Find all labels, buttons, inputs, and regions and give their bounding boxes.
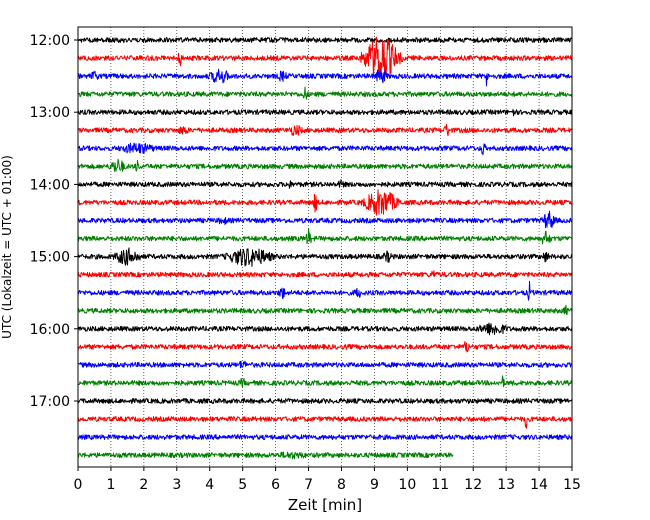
seismogram-traces	[77, 36, 573, 460]
y-axis-label: UTC (Lokalzeit = UTC + 01:00)	[0, 155, 14, 339]
trace-1330	[77, 142, 573, 156]
trace-1245	[77, 86, 573, 100]
trace-1445	[77, 228, 573, 245]
x-tick-label-11: 11	[431, 477, 449, 493]
x-tick-label-6: 6	[271, 477, 280, 493]
x-tick-label-10: 10	[398, 477, 416, 493]
x-tick-label-0: 0	[74, 477, 83, 493]
x-axis-label: Zeit [min]	[288, 496, 362, 514]
y-tick-label-1500: 15:00	[30, 250, 70, 266]
x-tick-label-5: 5	[238, 477, 247, 493]
trace-1315	[77, 123, 573, 137]
x-tick-label-15: 15	[563, 477, 581, 493]
x-tick-label-8: 8	[337, 477, 346, 493]
x-tick-label-1: 1	[106, 477, 115, 493]
trace-1415	[77, 189, 573, 216]
x-tick-label-9: 9	[370, 477, 379, 493]
plot-frame	[77, 26, 573, 468]
trace-1200	[77, 37, 573, 43]
y-tick-label-1400: 14:00	[30, 177, 70, 193]
x-tick-label-3: 3	[172, 477, 181, 493]
trace-1530	[77, 280, 573, 301]
trace-1300	[77, 108, 573, 117]
x-tick-label-12: 12	[464, 477, 482, 493]
trace-1345	[77, 158, 573, 172]
trace-1645	[77, 375, 573, 388]
x-tick-label-2: 2	[139, 477, 148, 493]
trace-1230	[77, 68, 573, 87]
y-tick-label-1700: 17:00	[30, 394, 70, 410]
trace-1630	[77, 360, 573, 369]
x-tick-label-4: 4	[205, 477, 214, 493]
trace-1600	[77, 322, 573, 336]
x-tick-label-7: 7	[304, 477, 313, 493]
trace-1700	[77, 398, 573, 404]
trace-1545	[77, 304, 573, 316]
trace-1730	[77, 434, 573, 440]
y-tick-label-1300: 13:00	[30, 105, 70, 121]
trace-1745	[77, 451, 454, 460]
x-tick-label-13: 13	[497, 477, 515, 493]
vertical-grid-lines	[110, 27, 540, 467]
trace-1500	[77, 247, 573, 267]
trace-1430	[77, 210, 573, 229]
trace-1715	[77, 416, 573, 429]
trace-1615	[77, 341, 573, 353]
x-tick-label-14: 14	[530, 477, 548, 493]
trace-1400	[77, 179, 573, 189]
y-axis-ticks: 12:00 13:00 14:00 15:00 16:00 17:00	[30, 33, 78, 410]
y-tick-label-1200: 12:00	[30, 33, 70, 49]
trace-1215	[77, 36, 573, 78]
x-axis-ticks: 0 1 2 3 4 5 6 7 8 9 10 11 12 13 14 15	[74, 467, 581, 493]
y-tick-label-1600: 16:00	[30, 322, 70, 338]
trace-1515	[77, 270, 573, 278]
